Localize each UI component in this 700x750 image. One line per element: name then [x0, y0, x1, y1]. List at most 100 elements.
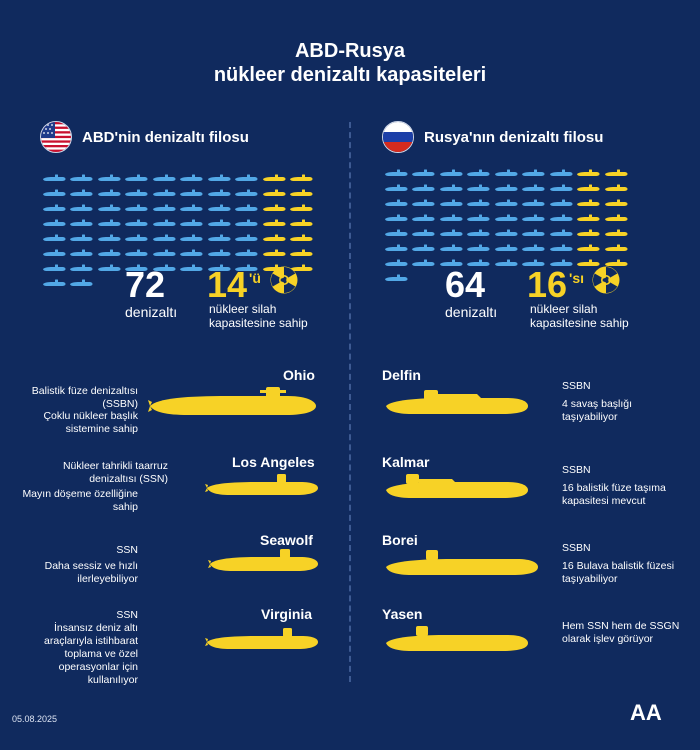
- borei-desc-2: 16 Bulava balistik füzesi taşıyabiliyor: [562, 560, 675, 585]
- submarine-icon: [492, 240, 519, 255]
- russia-fleet-grid: [382, 165, 630, 285]
- submarine-icon: [437, 240, 464, 255]
- page-title: ABD-Rusya: [294, 40, 406, 62]
- ohio-submarine-icon: [148, 387, 316, 415]
- los-angeles-name: Los Angeles: [232, 454, 315, 470]
- submarine-icon: [40, 245, 67, 260]
- nuclear-submarine-icon: [260, 230, 287, 245]
- submarine-icon: [205, 230, 232, 245]
- submarine-icon: [492, 225, 519, 240]
- submarine-icon: [123, 215, 150, 230]
- nuclear-submarine-icon: [260, 170, 287, 185]
- borei-submarine-icon: [386, 550, 538, 575]
- submarine-icon: [233, 215, 260, 230]
- kalmar-desc-2: 16 balistik füze taşıma kapasitesi mevcu…: [562, 482, 666, 507]
- nuclear-submarine-icon: [288, 260, 315, 275]
- submarine-icon: [205, 215, 232, 230]
- russia-nuclear-number: 16: [527, 264, 568, 305]
- ohio-desc-1: Balistik füze denizaltısı (SSBN): [31, 385, 138, 410]
- yasen-submarine-icon: [386, 626, 528, 651]
- borei-name: Borei: [382, 532, 418, 548]
- submarine-icon: [40, 275, 67, 290]
- us-flag-icon: [40, 121, 72, 153]
- nuclear-submarine-icon: [575, 165, 602, 180]
- submarine-icon: [150, 230, 177, 245]
- submarine-icon: [520, 180, 547, 195]
- delfin-submarine-icon: [386, 390, 528, 414]
- radiation-icon: [270, 266, 298, 294]
- nuclear-submarine-icon: [260, 245, 287, 260]
- submarine-icon: [410, 210, 437, 225]
- submarine-icon: [547, 180, 574, 195]
- submarine-icon: [95, 230, 122, 245]
- submarine-icon: [150, 215, 177, 230]
- submarine-icon: [547, 255, 574, 270]
- delfin-desc-1: SSBN: [562, 380, 591, 392]
- usa-fleet-grid: [40, 170, 315, 290]
- submarine-icon: [465, 180, 492, 195]
- los-angeles-desc-1: Nükleer tahrikli taarruz denizaltısı (SS…: [62, 460, 168, 485]
- submarine-icon: [205, 185, 232, 200]
- seawolf-submarine-icon: [208, 549, 318, 571]
- submarine-icon: [520, 225, 547, 240]
- page-subtitle: nükleer denizaltı kapasiteleri: [213, 64, 487, 86]
- yasen-desc-1: Hem SSN hem de SSGN olarak işlev görüyor: [562, 620, 680, 645]
- submarine-icon: [233, 260, 260, 275]
- submarine-icon: [547, 240, 574, 255]
- submarine-icon: [520, 195, 547, 210]
- radiation-icon: [592, 266, 620, 294]
- russia-fleet-title: Rusya'nın denizaltı filosu: [424, 128, 604, 146]
- submarine-icon: [40, 185, 67, 200]
- submarine-icon: [178, 215, 205, 230]
- nuclear-submarine-icon: [260, 215, 287, 230]
- submarine-icon: [492, 195, 519, 210]
- submarine-icon: [465, 210, 492, 225]
- seawolf-desc-2: Daha sessiz ve hızlı ilerleyebiliyor: [44, 560, 138, 585]
- submarine-icon: [465, 240, 492, 255]
- seawolf-desc-1: SSN: [116, 544, 138, 556]
- submarine-icon: [382, 225, 409, 240]
- submarine-icon: [40, 260, 67, 275]
- submarine-icon: [233, 170, 260, 185]
- russia-total-label: denizaltı: [445, 304, 498, 320]
- nuclear-submarine-icon: [575, 225, 602, 240]
- submarine-icon: [150, 245, 177, 260]
- submarine-icon: [437, 210, 464, 225]
- publish-date: 05.08.2025: [12, 714, 58, 724]
- submarine-icon: [520, 240, 547, 255]
- submarine-icon: [437, 225, 464, 240]
- usa-fleet-title: ABD'nin denizaltı filosu: [82, 128, 249, 146]
- ohio-name: Ohio: [283, 367, 315, 383]
- submarine-icon: [68, 185, 95, 200]
- nuclear-submarine-icon: [288, 215, 315, 230]
- submarine-icon: [233, 230, 260, 245]
- center-divider: [349, 122, 351, 682]
- submarine-icon: [492, 180, 519, 195]
- submarine-icon: [68, 230, 95, 245]
- svg-text:AA: AA: [630, 700, 662, 724]
- aa-logo-icon: AA: [630, 700, 662, 724]
- submarine-icon: [382, 210, 409, 225]
- submarine-icon: [410, 180, 437, 195]
- delfin-desc-2: 4 savaş başlığı taşıyabiliyor: [562, 398, 633, 423]
- submarine-icon: [382, 180, 409, 195]
- los-angeles-desc-2: Mayın döşeme özelliğine sahip: [22, 488, 138, 513]
- submarine-icon: [178, 185, 205, 200]
- nuclear-submarine-icon: [260, 185, 287, 200]
- russia-fleet-header: Rusya'nın denizaltı filosu: [382, 121, 603, 153]
- submarine-icon: [178, 245, 205, 260]
- submarine-icon: [233, 200, 260, 215]
- submarine-icon: [68, 215, 95, 230]
- submarine-icon: [492, 255, 519, 270]
- submarine-icon: [547, 165, 574, 180]
- ohio-desc-2: Çoklu nükleer başlık sistemine sahip: [43, 410, 138, 435]
- submarine-icon: [68, 245, 95, 260]
- submarine-icon: [547, 225, 574, 240]
- nuclear-submarine-icon: [288, 230, 315, 245]
- virginia-desc-1: SSN: [116, 609, 138, 621]
- virginia-name: Virginia: [261, 606, 313, 622]
- submarine-icon: [150, 200, 177, 215]
- usa-total-number: 72: [125, 264, 166, 305]
- russia-nuclear-label: nükleer silah kapasitesine sahip: [530, 302, 629, 330]
- submarine-icon: [520, 165, 547, 180]
